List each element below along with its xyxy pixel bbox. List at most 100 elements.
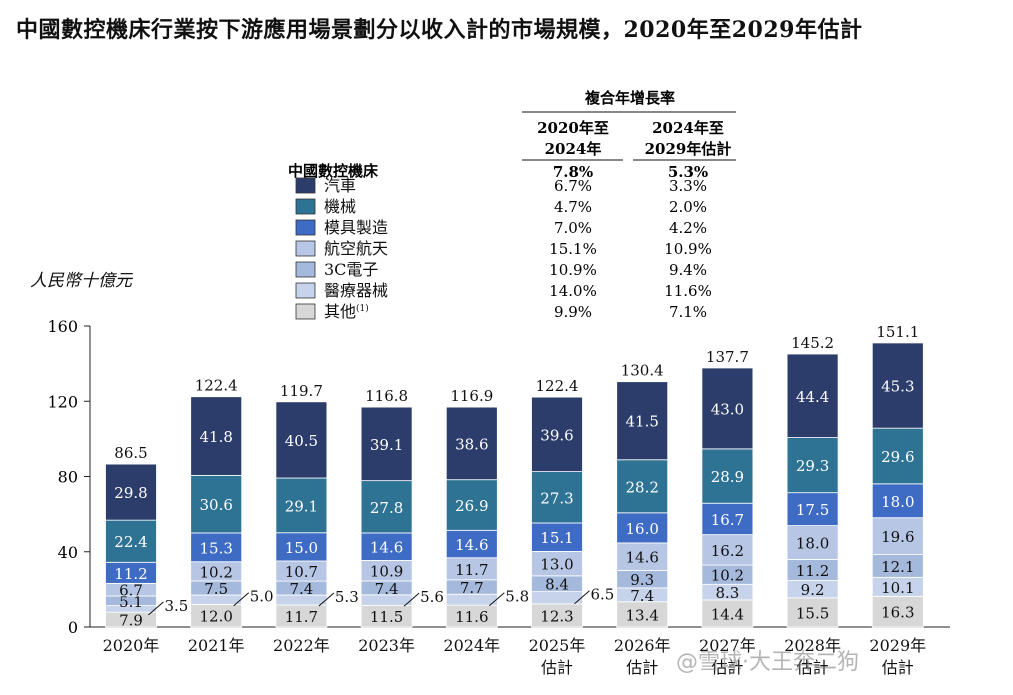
cagr-total-value: 7.8% (553, 163, 593, 181)
data-label: 7.4 (630, 587, 654, 605)
data-label: 11.2 (114, 565, 147, 583)
legend-label: 航空航天 (324, 239, 388, 258)
data-label: 11.5 (370, 608, 403, 626)
cagr-value: 6.7% (554, 177, 592, 195)
x-tick-label: 估計 (541, 658, 573, 677)
bar-segment (275, 401, 328, 479)
legend-swatch (295, 198, 316, 215)
bar-segment (701, 448, 754, 504)
x-tick-label: 2029年 (869, 636, 926, 655)
page-title: 中國數控機床行業按下游應用場景劃分以收入計的市場規模，2020年至2029年估計 (16, 17, 863, 43)
data-label: 28.2 (625, 478, 658, 496)
total-label: 116.8 (365, 387, 408, 405)
x-tick-label: 2028年 (784, 636, 841, 655)
legend-label: 機械 (324, 197, 356, 216)
data-label: 39.6 (540, 426, 573, 444)
data-label: 29.6 (881, 448, 914, 466)
data-label: 8.4 (545, 576, 569, 594)
data-label: 9.2 (801, 581, 825, 599)
total-label: 137.7 (706, 348, 749, 366)
legend-label: 其他(1) (324, 302, 369, 321)
data-label: 41.5 (625, 413, 658, 431)
data-label: 10.7 (285, 563, 318, 581)
data-label: 5.0 (250, 588, 274, 606)
label-leader-line (488, 592, 505, 607)
total-label: 130.4 (621, 362, 664, 380)
data-label: 14.6 (455, 536, 488, 554)
data-label: 11.7 (455, 561, 488, 579)
label-leader-line (403, 592, 420, 607)
data-label: 17.5 (796, 501, 829, 519)
x-tick-label: 估計 (882, 658, 914, 677)
bar-segment (190, 532, 243, 563)
legend-swatch (295, 261, 316, 278)
bar-segment (275, 477, 328, 534)
cagr-value: 2.0% (669, 198, 707, 216)
cagr-value: 14.0% (549, 282, 597, 300)
data-label: 27.8 (370, 499, 403, 517)
x-tick-label: 2026年 (614, 636, 671, 655)
data-label: 7.9 (119, 612, 143, 630)
total-label: 122.4 (195, 377, 238, 395)
label-leader-line (148, 601, 164, 616)
data-label: 29.3 (796, 457, 829, 475)
legend-swatch (295, 303, 316, 320)
data-label: 13.0 (540, 556, 573, 574)
data-label: 10.9 (370, 563, 403, 581)
legend-swatch (295, 177, 316, 194)
total-label: 145.2 (791, 334, 834, 352)
bar-segment (871, 517, 924, 555)
data-label: 19.6 (881, 528, 914, 546)
watermark: @雪球·大王奔二狗 (676, 650, 859, 675)
data-label: 7.4 (375, 580, 399, 598)
data-label: 15.0 (285, 539, 318, 557)
data-label: 22.4 (114, 533, 147, 551)
data-label: 12.1 (881, 558, 914, 576)
y-tick-label: 120 (47, 392, 78, 411)
data-label: 6.7 (119, 582, 143, 600)
bar-segment (190, 474, 243, 534)
data-label: 5.8 (505, 588, 529, 606)
data-label: 14.6 (370, 539, 403, 557)
total-label: 151.1 (876, 323, 919, 341)
data-label: 26.9 (455, 497, 488, 515)
x-tick-label: 2027年 (699, 636, 756, 655)
cagr-value: 11.6% (664, 282, 712, 300)
data-label: 44.4 (796, 388, 829, 406)
bar-segment (531, 522, 583, 552)
legend-swatch (295, 240, 316, 257)
data-label: 14.4 (711, 605, 744, 623)
data-label: 45.3 (881, 378, 914, 396)
data-label: 43.0 (711, 400, 744, 418)
cagr-value: 9.4% (669, 261, 707, 279)
label-leader-line (318, 592, 335, 607)
bar-segment (616, 512, 669, 544)
x-tick-label: 估計 (797, 658, 829, 677)
data-label: 12.3 (540, 607, 573, 625)
x-tick-label: 2025年 (529, 636, 586, 655)
legend-footnote-marker: (1) (356, 303, 369, 314)
bar-segment (701, 534, 754, 566)
data-label: 16.7 (711, 511, 744, 529)
total-label: 122.4 (536, 377, 579, 395)
data-label: 29.8 (114, 484, 147, 502)
bar-segment (105, 463, 157, 521)
data-label: 5.3 (335, 588, 359, 606)
cagr-column-header: 2020年至 (537, 119, 609, 137)
bar-segment (531, 396, 583, 473)
data-label: 5.1 (119, 593, 143, 611)
bar-segment (275, 532, 328, 562)
data-label: 7.7 (460, 579, 484, 597)
cagr-value: 3.3% (669, 177, 707, 195)
data-label: 5.6 (420, 588, 444, 606)
legend-swatch (295, 219, 316, 236)
bar-segment (871, 342, 924, 429)
label-leader-line (574, 590, 590, 605)
y-tick-label: 40 (58, 543, 78, 562)
cagr-value: 7.1% (669, 303, 707, 321)
bar-segment (786, 437, 839, 494)
data-label: 7.5 (204, 580, 228, 598)
x-tick-label: 2023年 (358, 636, 415, 655)
total-label: 86.5 (114, 444, 147, 462)
